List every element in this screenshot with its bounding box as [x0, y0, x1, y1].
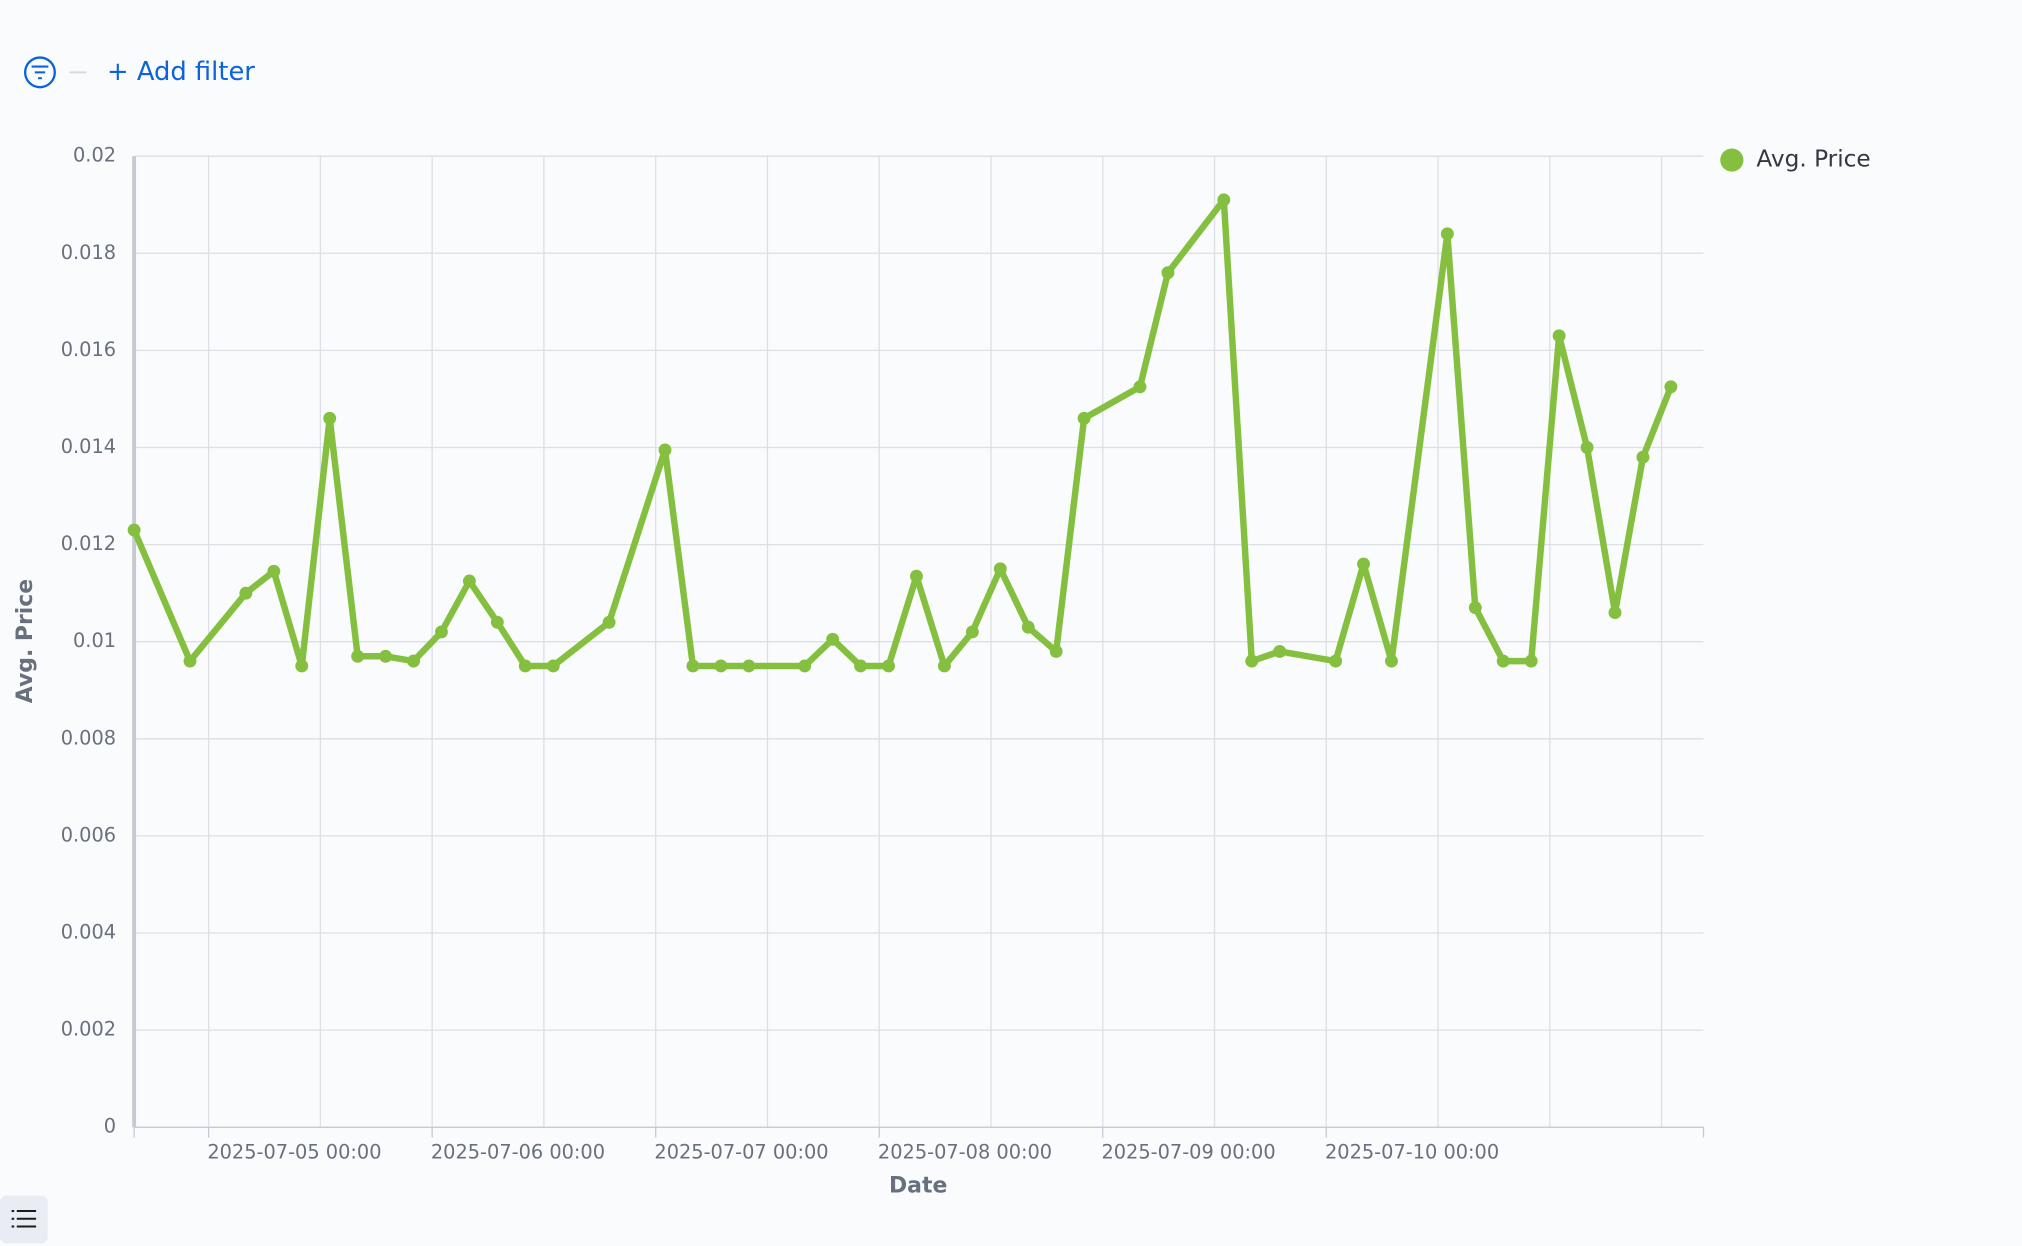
y-tick-label: 0.02 — [73, 144, 116, 167]
list-button[interactable] — [0, 1195, 48, 1244]
data-point — [1273, 644, 1287, 658]
data-point — [518, 659, 532, 673]
data-point — [1468, 601, 1482, 615]
data-point — [658, 443, 672, 457]
data-point — [686, 659, 700, 673]
data-point — [602, 615, 616, 629]
data-point — [462, 574, 476, 588]
data-point — [379, 649, 393, 663]
data-point — [267, 564, 281, 578]
x-tick-label: 2025-07-06 00:00 — [431, 1141, 605, 1164]
data-point — [1385, 654, 1398, 668]
x-tick-label: 2025-07-09 00:00 — [1101, 1141, 1275, 1164]
data-point — [407, 654, 420, 668]
data-point — [183, 654, 197, 668]
y-tick-label: 0 — [104, 1115, 116, 1138]
add-filter[interactable]: + Add filter — [107, 57, 255, 87]
data-point — [1580, 441, 1594, 454]
data-point — [1496, 654, 1510, 668]
data-point — [1049, 644, 1063, 658]
legend-swatch — [1720, 148, 1744, 172]
data-point — [826, 632, 840, 646]
data-point — [1217, 193, 1231, 207]
data-point — [1021, 620, 1035, 634]
filter-icon[interactable] — [23, 56, 56, 89]
y-tick-label: 0.004 — [61, 921, 116, 944]
data-point — [993, 562, 1007, 576]
data-point — [742, 659, 756, 673]
series-line — [130, 196, 1675, 670]
y-tick-label: 0.014 — [61, 435, 116, 458]
data-point — [937, 659, 951, 673]
data-point — [714, 659, 728, 673]
data-point — [1552, 329, 1566, 343]
data-point — [239, 586, 253, 600]
data-point — [1133, 380, 1147, 394]
data-point — [854, 659, 868, 673]
x-tick-label: 2025-07-07 00:00 — [654, 1141, 828, 1164]
data-point — [798, 659, 812, 673]
y-tick-label: 0.002 — [61, 1018, 116, 1041]
y-tick-label: 0.01 — [73, 629, 116, 652]
data-point — [1245, 654, 1259, 668]
y-tick-label: 0.012 — [61, 532, 116, 555]
data-point — [295, 659, 309, 673]
y-tick-label: 0.008 — [61, 726, 116, 749]
data-point — [1636, 450, 1650, 464]
data-point — [1608, 606, 1622, 620]
data-point — [323, 411, 337, 425]
x-axis-title: Date — [889, 1174, 947, 1199]
data-point — [1077, 411, 1091, 425]
y-axis-title: Avg. Price — [13, 579, 38, 703]
data-point — [882, 659, 895, 673]
data-point — [351, 649, 365, 663]
data-point — [490, 615, 504, 629]
y-tick-label: 0.018 — [61, 241, 116, 264]
data-point — [1329, 654, 1343, 668]
data-point — [1664, 380, 1678, 394]
data-point — [435, 625, 448, 639]
data-point — [546, 659, 560, 673]
data-point — [910, 569, 923, 583]
y-tick-label: 0.006 — [61, 823, 116, 846]
x-tick-label: 2025-07-08 00:00 — [878, 1141, 1052, 1164]
y-tick-label: 0.016 — [61, 338, 116, 361]
data-point — [965, 625, 979, 639]
data-point — [127, 523, 141, 537]
x-tick-label: 2025-07-05 00:00 — [207, 1141, 381, 1164]
x-tick-label: 2025-07-10 00:00 — [1325, 1141, 1499, 1164]
data-point — [1440, 227, 1454, 241]
data-point — [1357, 557, 1370, 571]
data-point — [1161, 266, 1175, 280]
data-point — [1524, 654, 1538, 668]
legend-label: Avg. Price — [1756, 146, 1870, 173]
